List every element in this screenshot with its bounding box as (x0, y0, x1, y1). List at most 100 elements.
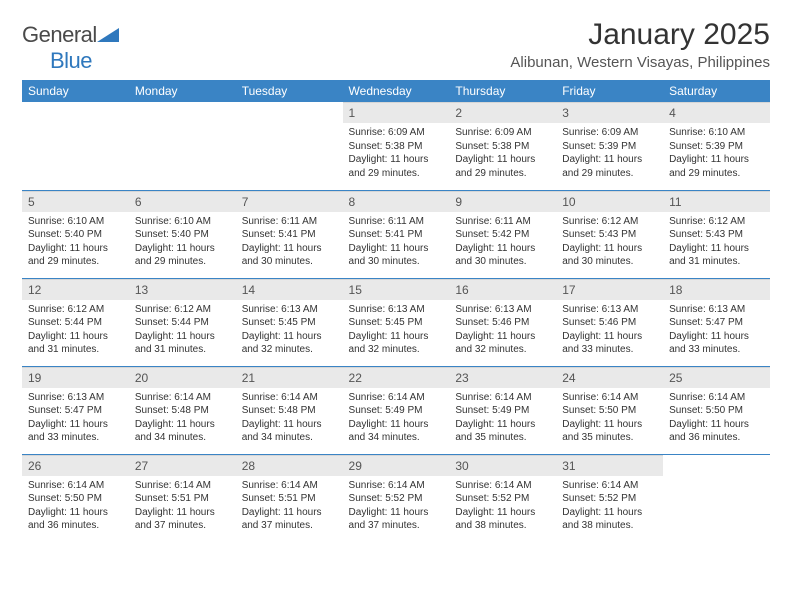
sunrise-text: Sunrise: 6:13 AM (455, 303, 550, 317)
sunrise-text: Sunrise: 6:12 AM (28, 303, 123, 317)
day-number: 28 (236, 455, 343, 476)
daylight-text: Daylight: 11 hours and 37 minutes. (135, 506, 230, 533)
calendar-cell: 24Sunrise: 6:14 AMSunset: 5:50 PMDayligh… (556, 366, 663, 454)
daylight-text: Daylight: 11 hours and 29 minutes. (455, 153, 550, 180)
sunset-text: Sunset: 5:39 PM (562, 140, 657, 154)
sunset-text: Sunset: 5:38 PM (349, 140, 444, 154)
day-details: Sunrise: 6:14 AMSunset: 5:49 PMDaylight:… (343, 388, 450, 449)
day-details: Sunrise: 6:12 AMSunset: 5:44 PMDaylight:… (129, 300, 236, 361)
sunrise-text: Sunrise: 6:13 AM (349, 303, 444, 317)
calendar-cell: 16Sunrise: 6:13 AMSunset: 5:46 PMDayligh… (449, 278, 556, 366)
sunset-text: Sunset: 5:39 PM (669, 140, 764, 154)
calendar-cell: 31Sunrise: 6:14 AMSunset: 5:52 PMDayligh… (556, 454, 663, 542)
day-details: Sunrise: 6:14 AMSunset: 5:50 PMDaylight:… (22, 476, 129, 537)
calendar-week-row: 26Sunrise: 6:14 AMSunset: 5:50 PMDayligh… (22, 454, 770, 542)
sunrise-text: Sunrise: 6:14 AM (669, 391, 764, 405)
day-details: Sunrise: 6:13 AMSunset: 5:46 PMDaylight:… (556, 300, 663, 361)
daylight-text: Daylight: 11 hours and 30 minutes. (349, 242, 444, 269)
day-details: Sunrise: 6:14 AMSunset: 5:49 PMDaylight:… (449, 388, 556, 449)
daylight-text: Daylight: 11 hours and 30 minutes. (562, 242, 657, 269)
day-number: 13 (129, 279, 236, 300)
day-number: 19 (22, 367, 129, 388)
calendar-cell: 29Sunrise: 6:14 AMSunset: 5:52 PMDayligh… (343, 454, 450, 542)
calendar-cell: 25Sunrise: 6:14 AMSunset: 5:50 PMDayligh… (663, 366, 770, 454)
calendar-cell: 17Sunrise: 6:13 AMSunset: 5:46 PMDayligh… (556, 278, 663, 366)
sunset-text: Sunset: 5:43 PM (669, 228, 764, 242)
sunrise-text: Sunrise: 6:12 AM (135, 303, 230, 317)
weekday-header: Thursday (449, 80, 556, 102)
daylight-text: Daylight: 11 hours and 34 minutes. (242, 418, 337, 445)
daylight-text: Daylight: 11 hours and 32 minutes. (242, 330, 337, 357)
sunset-text: Sunset: 5:48 PM (242, 404, 337, 418)
day-number: 30 (449, 455, 556, 476)
calendar-page: General Blue January 2025 Alibunan, West… (0, 0, 792, 552)
sunrise-text: Sunrise: 6:14 AM (562, 391, 657, 405)
sunset-text: Sunset: 5:51 PM (135, 492, 230, 506)
day-number: 27 (129, 455, 236, 476)
calendar-cell: 6Sunrise: 6:10 AMSunset: 5:40 PMDaylight… (129, 190, 236, 278)
sunset-text: Sunset: 5:49 PM (349, 404, 444, 418)
day-number: 16 (449, 279, 556, 300)
daylight-text: Daylight: 11 hours and 33 minutes. (562, 330, 657, 357)
day-details: Sunrise: 6:14 AMSunset: 5:48 PMDaylight:… (236, 388, 343, 449)
weekday-header: Wednesday (343, 80, 450, 102)
day-details: Sunrise: 6:13 AMSunset: 5:46 PMDaylight:… (449, 300, 556, 361)
daylight-text: Daylight: 11 hours and 32 minutes. (349, 330, 444, 357)
day-details: Sunrise: 6:14 AMSunset: 5:51 PMDaylight:… (236, 476, 343, 537)
sunrise-text: Sunrise: 6:11 AM (349, 215, 444, 229)
sunrise-text: Sunrise: 6:14 AM (349, 479, 444, 493)
calendar-cell: 23Sunrise: 6:14 AMSunset: 5:49 PMDayligh… (449, 366, 556, 454)
day-number: 6 (129, 191, 236, 212)
calendar-cell: 13Sunrise: 6:12 AMSunset: 5:44 PMDayligh… (129, 278, 236, 366)
day-number: 18 (663, 279, 770, 300)
calendar-cell: 9Sunrise: 6:11 AMSunset: 5:42 PMDaylight… (449, 190, 556, 278)
calendar-cell: 5Sunrise: 6:10 AMSunset: 5:40 PMDaylight… (22, 190, 129, 278)
day-number: 25 (663, 367, 770, 388)
sunset-text: Sunset: 5:45 PM (349, 316, 444, 330)
weekday-header: Saturday (663, 80, 770, 102)
sunset-text: Sunset: 5:50 PM (562, 404, 657, 418)
day-details: Sunrise: 6:13 AMSunset: 5:45 PMDaylight:… (236, 300, 343, 361)
calendar-cell: 7Sunrise: 6:11 AMSunset: 5:41 PMDaylight… (236, 190, 343, 278)
calendar-cell: 30Sunrise: 6:14 AMSunset: 5:52 PMDayligh… (449, 454, 556, 542)
day-number: 24 (556, 367, 663, 388)
day-details: Sunrise: 6:14 AMSunset: 5:52 PMDaylight:… (343, 476, 450, 537)
calendar-cell: 26Sunrise: 6:14 AMSunset: 5:50 PMDayligh… (22, 454, 129, 542)
day-number: 29 (343, 455, 450, 476)
day-number: 5 (22, 191, 129, 212)
day-number: 20 (129, 367, 236, 388)
title-block: January 2025 Alibunan, Western Visayas, … (510, 18, 770, 71)
day-number: 8 (343, 191, 450, 212)
day-number (236, 102, 343, 108)
calendar-cell (663, 454, 770, 542)
sunrise-text: Sunrise: 6:10 AM (135, 215, 230, 229)
daylight-text: Daylight: 11 hours and 34 minutes. (349, 418, 444, 445)
daylight-text: Daylight: 11 hours and 36 minutes. (669, 418, 764, 445)
daylight-text: Daylight: 11 hours and 30 minutes. (242, 242, 337, 269)
sunrise-text: Sunrise: 6:14 AM (135, 391, 230, 405)
calendar-cell: 12Sunrise: 6:12 AMSunset: 5:44 PMDayligh… (22, 278, 129, 366)
sunset-text: Sunset: 5:47 PM (669, 316, 764, 330)
day-details: Sunrise: 6:14 AMSunset: 5:52 PMDaylight:… (556, 476, 663, 537)
sunrise-text: Sunrise: 6:09 AM (349, 126, 444, 140)
day-details: Sunrise: 6:09 AMSunset: 5:38 PMDaylight:… (449, 123, 556, 184)
sunset-text: Sunset: 5:52 PM (455, 492, 550, 506)
sunrise-text: Sunrise: 6:14 AM (28, 479, 123, 493)
calendar-week-row: 12Sunrise: 6:12 AMSunset: 5:44 PMDayligh… (22, 278, 770, 366)
calendar-cell: 4Sunrise: 6:10 AMSunset: 5:39 PMDaylight… (663, 102, 770, 190)
calendar-cell: 2Sunrise: 6:09 AMSunset: 5:38 PMDaylight… (449, 102, 556, 190)
day-number: 1 (343, 102, 450, 123)
daylight-text: Daylight: 11 hours and 29 minutes. (28, 242, 123, 269)
day-number: 23 (449, 367, 556, 388)
day-details: Sunrise: 6:12 AMSunset: 5:43 PMDaylight:… (556, 212, 663, 273)
day-details: Sunrise: 6:10 AMSunset: 5:39 PMDaylight:… (663, 123, 770, 184)
day-details: Sunrise: 6:14 AMSunset: 5:48 PMDaylight:… (129, 388, 236, 449)
sunset-text: Sunset: 5:40 PM (28, 228, 123, 242)
day-number: 26 (22, 455, 129, 476)
day-details: Sunrise: 6:11 AMSunset: 5:41 PMDaylight:… (343, 212, 450, 273)
daylight-text: Daylight: 11 hours and 29 minutes. (669, 153, 764, 180)
day-details: Sunrise: 6:13 AMSunset: 5:45 PMDaylight:… (343, 300, 450, 361)
daylight-text: Daylight: 11 hours and 38 minutes. (562, 506, 657, 533)
brand-logo: General Blue (22, 22, 119, 74)
sunrise-text: Sunrise: 6:13 AM (562, 303, 657, 317)
